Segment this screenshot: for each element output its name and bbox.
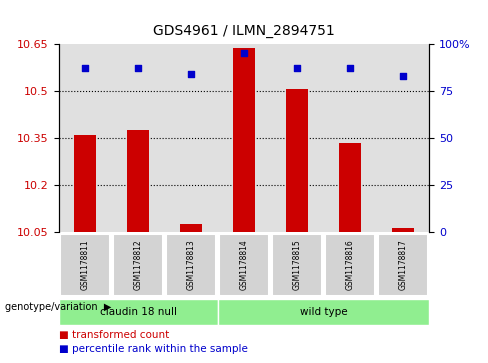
FancyBboxPatch shape	[113, 234, 163, 296]
FancyBboxPatch shape	[271, 234, 323, 296]
FancyBboxPatch shape	[378, 234, 428, 296]
FancyBboxPatch shape	[60, 234, 110, 296]
Text: GSM1178812: GSM1178812	[134, 240, 142, 290]
Bar	[376, 44, 429, 232]
Point	[240, 50, 248, 56]
Point	[187, 71, 195, 77]
Point	[399, 73, 407, 78]
Text: ■ transformed count: ■ transformed count	[59, 330, 169, 340]
Bar	[233, 48, 255, 232]
Bar	[75, 135, 96, 232]
Point	[81, 65, 89, 71]
Text: wild type: wild type	[300, 307, 347, 317]
Bar	[286, 89, 307, 232]
Bar	[270, 44, 324, 232]
Bar	[324, 44, 376, 232]
Point	[134, 65, 142, 71]
Bar	[218, 44, 270, 232]
Text: GSM1178816: GSM1178816	[346, 240, 354, 290]
FancyBboxPatch shape	[59, 299, 218, 325]
Title: GDS4961 / ILMN_2894751: GDS4961 / ILMN_2894751	[153, 24, 335, 38]
Bar	[112, 44, 164, 232]
Point	[293, 65, 301, 71]
Text: GSM1178811: GSM1178811	[81, 240, 90, 290]
Bar	[59, 44, 112, 232]
FancyBboxPatch shape	[218, 299, 429, 325]
Text: GSM1178817: GSM1178817	[398, 240, 407, 290]
Bar	[181, 224, 202, 232]
Point	[346, 65, 354, 71]
Text: ■ percentile rank within the sample: ■ percentile rank within the sample	[59, 344, 247, 354]
Text: GSM1178813: GSM1178813	[186, 240, 196, 290]
Text: claudin 18 null: claudin 18 null	[100, 307, 177, 317]
FancyBboxPatch shape	[219, 234, 269, 296]
Text: GSM1178815: GSM1178815	[292, 240, 302, 290]
Bar	[392, 228, 413, 232]
Bar	[127, 130, 149, 232]
Text: GSM1178814: GSM1178814	[240, 240, 248, 290]
FancyBboxPatch shape	[165, 234, 217, 296]
Bar	[339, 143, 361, 232]
FancyBboxPatch shape	[325, 234, 375, 296]
Text: genotype/variation  ▶: genotype/variation ▶	[5, 302, 111, 312]
Bar	[164, 44, 218, 232]
